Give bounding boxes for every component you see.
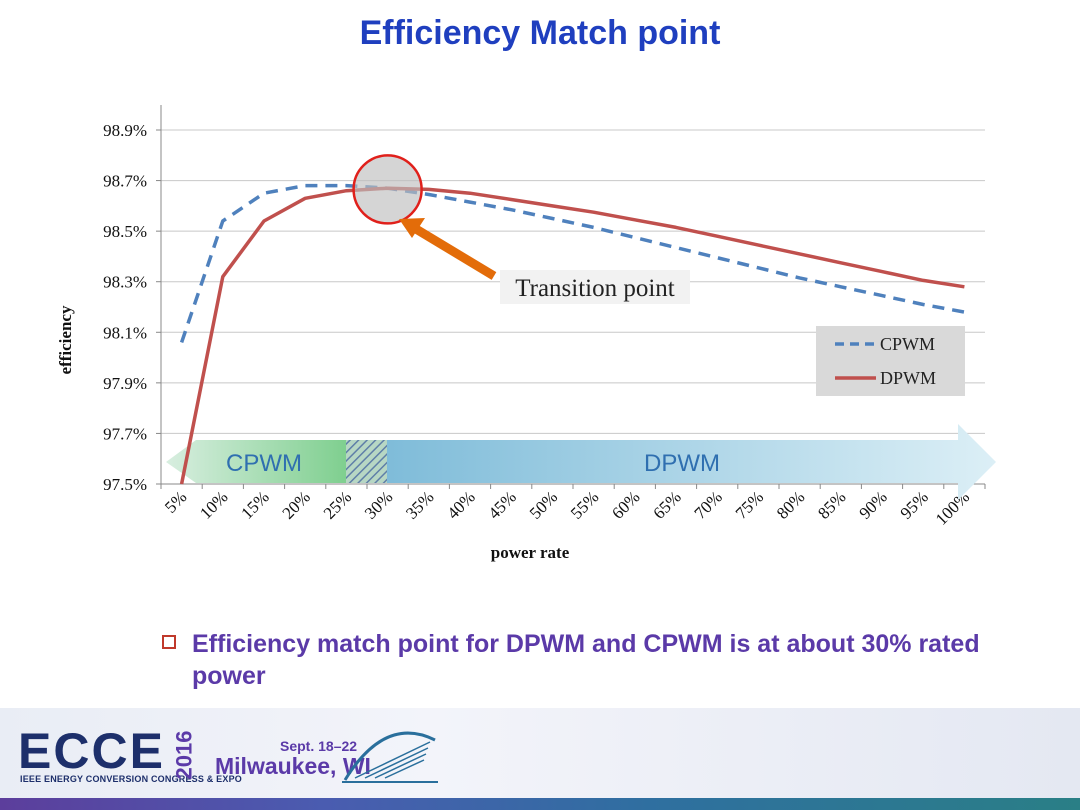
transition-region-hatch: [346, 440, 387, 483]
x-tick-label: 40%: [443, 487, 478, 522]
bullet-square-icon: [162, 635, 176, 649]
dpwm-region-arrow: [387, 424, 996, 500]
transition-label-bg: [500, 270, 690, 304]
cpwm-region-label: CPWM: [226, 450, 302, 477]
x-axis-label: power rate: [491, 543, 570, 562]
x-tick-label: 50%: [526, 487, 561, 522]
transition-arrow-head: [399, 218, 425, 238]
y-tick-label: 98.3%: [103, 273, 147, 292]
logo-subtitle: IEEE ENERGY CONVERSION CONGRESS & EXPO: [20, 774, 242, 784]
x-tick-label: 90%: [855, 487, 890, 522]
transition-circle: [352, 154, 423, 225]
transition-arrow: [413, 225, 497, 280]
bridge-icon: [342, 731, 438, 783]
summary-bullet: Efficiency match point for DPWM and CPWM…: [160, 628, 1020, 692]
event-dates: Sept. 18–22: [280, 738, 358, 754]
efficiency-chart: 97.5% 97.7% 97.9% 98.1% 98.3% 98.5% 98.7% 98.9%…: [56, 105, 996, 562]
x-tick-label: 65%: [649, 487, 684, 522]
y-tick-label: 97.7%: [103, 424, 147, 443]
x-tick-label: 80%: [773, 487, 808, 522]
dpwm-series-line: [179, 186, 965, 485]
transition-label: Transition point: [515, 275, 675, 302]
cpwm-region-arrow: [166, 440, 346, 483]
legend-box: [816, 326, 965, 396]
x-tick-label: 75%: [732, 487, 767, 522]
legend-cpwm-label: CPWM: [880, 334, 935, 354]
y-tick-label: 98.1%: [103, 323, 147, 342]
x-tick-label: 25%: [320, 487, 355, 522]
logo-year: 2016: [171, 730, 197, 780]
x-tick-label: 35%: [402, 487, 437, 522]
y-tick-label: 98.7%: [103, 172, 147, 191]
y-tick-label: 97.9%: [103, 374, 147, 393]
cpwm-series-line: [179, 183, 965, 343]
x-tick-label: 70%: [691, 487, 726, 522]
x-tick-label: 55%: [567, 487, 602, 522]
x-tick-label: 15%: [237, 487, 272, 522]
dpwm-region-label: DPWM: [644, 450, 720, 477]
footer-color-bar: [0, 798, 1080, 810]
slide-title: Efficiency Match point: [359, 14, 721, 52]
y-axis-label: efficiency: [56, 305, 75, 374]
x-tick-label: 60%: [608, 487, 643, 522]
conference-footer: ECCE IEEE ENERGY CONVERSION CONGRESS & E…: [0, 708, 1080, 810]
region-band: CPWM DPWM: [166, 424, 996, 500]
y-tick-label: 97.5%: [103, 475, 147, 494]
x-tick-label: 20%: [279, 487, 314, 522]
legend: CPWM DPWM: [816, 326, 965, 396]
x-tick-label: 100%: [932, 487, 973, 528]
x-tick-label: 10%: [196, 487, 231, 522]
x-tick-label: 95%: [897, 487, 932, 522]
x-tick-label: 5%: [161, 487, 190, 516]
event-city: Milwaukee, WI: [215, 753, 371, 779]
y-tick-label: 98.9%: [103, 121, 147, 140]
summary-text: Efficiency match point for DPWM and CPWM…: [192, 630, 980, 690]
legend-dpwm-label: DPWM: [880, 368, 936, 388]
x-tick-label: 45%: [485, 487, 520, 522]
ecce-logo: ECCE: [18, 723, 165, 779]
x-tick-label: 30%: [361, 487, 396, 522]
x-tick-label: 85%: [814, 487, 849, 522]
y-tick-label: 98.5%: [103, 222, 147, 241]
